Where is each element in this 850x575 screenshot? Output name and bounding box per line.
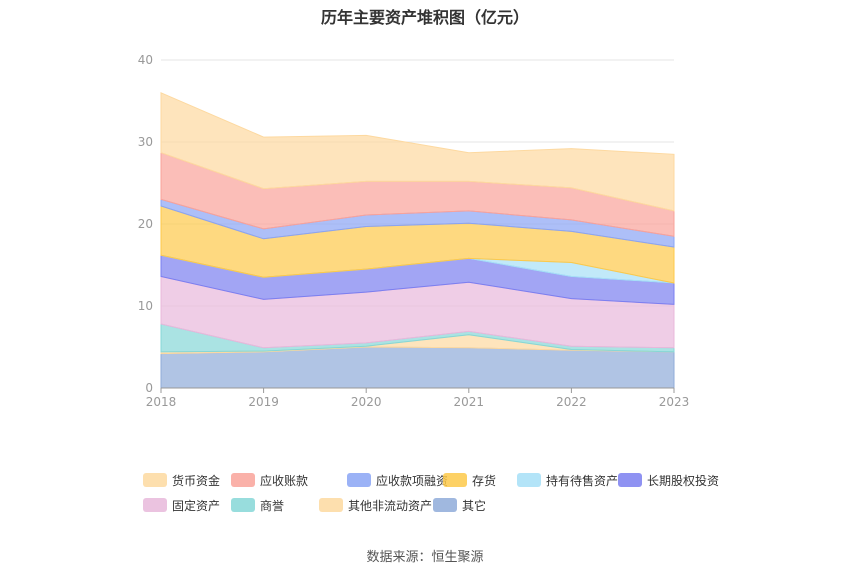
legend-item[interactable]: 其它 [433, 497, 486, 513]
source-note: 数据来源：恒生聚源 [366, 550, 484, 565]
y-tick-label: 30 [138, 135, 153, 149]
legend-swatch [231, 498, 255, 512]
legend-label: 其它 [462, 498, 487, 513]
y-tick-label: 0 [145, 381, 153, 395]
legend-label: 固定资产 [172, 498, 221, 513]
legend-swatch [319, 498, 343, 512]
legend-swatch [443, 473, 467, 487]
x-tick-label: 2023 [659, 395, 690, 409]
x-tick-label: 2020 [351, 395, 382, 409]
legend-label: 商誉 [260, 498, 285, 513]
legend-label: 其他非流动资产 [348, 498, 433, 513]
chart-title: 历年主要资产堆积图（亿元） [320, 8, 529, 27]
legend-item[interactable]: 商誉 [231, 497, 284, 513]
legend-label: 存货 [472, 473, 497, 488]
x-tick-label: 2018 [146, 395, 177, 409]
legend-swatch [618, 473, 642, 487]
legend-swatch [143, 498, 167, 512]
legend-item[interactable]: 货币资金 [143, 472, 220, 488]
legend-label: 持有待售资产 [546, 473, 619, 488]
legend-label: 长期股权投资 [647, 473, 720, 488]
legend-label: 货币资金 [172, 473, 221, 488]
legend-item[interactable]: 其他非流动资产 [319, 497, 432, 513]
y-tick-label: 20 [138, 217, 153, 231]
legend-swatch [143, 473, 167, 487]
y-tick-label: 40 [138, 53, 153, 67]
legend-item[interactable]: 存货 [443, 472, 496, 488]
area-series-group [160, 92, 675, 389]
legend-swatch [517, 473, 541, 487]
legend-item[interactable]: 应收账款 [231, 472, 308, 488]
legend-swatch [433, 498, 457, 512]
legend-swatch [231, 473, 255, 487]
legend-item[interactable]: 固定资产 [143, 497, 220, 513]
legend-label: 应收款项融资 [376, 473, 449, 488]
legend-item[interactable]: 应收款项融资 [347, 472, 448, 488]
y-tick-label: 10 [138, 299, 153, 313]
legend-swatch [347, 473, 371, 487]
x-tick-label: 2019 [248, 395, 279, 409]
legend-item[interactable]: 长期股权投资 [618, 472, 719, 488]
area-series-10 [160, 92, 675, 212]
x-tick-label: 2021 [454, 395, 485, 409]
area-series-1 [160, 346, 675, 389]
axes: 0 10 20 30 40 2018 2019 2020 2021 2022 2023 [138, 53, 690, 409]
legend-label: 应收账款 [260, 473, 309, 488]
legend-item[interactable]: 持有待售资产 [517, 472, 618, 488]
x-tick-label: 2022 [556, 395, 587, 409]
